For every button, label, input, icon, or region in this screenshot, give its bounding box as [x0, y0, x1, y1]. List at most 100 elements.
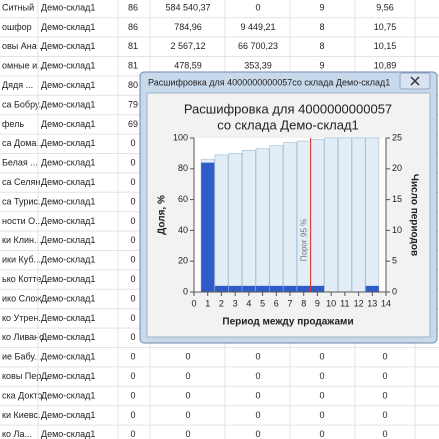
bar — [269, 285, 283, 292]
cell: 0 — [255, 352, 260, 362]
y-tick-label: 80 — [178, 163, 188, 173]
cell: 8 — [319, 41, 324, 51]
cell: 9 — [319, 61, 324, 71]
cell: 0 — [130, 352, 135, 362]
cell: ие Бабу... — [2, 352, 42, 362]
cell: ности О... — [2, 216, 43, 226]
cell: Демо-склад1 — [41, 138, 95, 148]
cell: 10,15 — [374, 41, 397, 51]
cell: 0 — [382, 390, 387, 400]
cell: Демо-склад1 — [41, 371, 95, 381]
bar — [365, 137, 380, 293]
x-tick-label: 12 — [354, 298, 364, 308]
cell: Демо-склад1 — [41, 390, 95, 400]
cell: Демо-склад1 — [41, 352, 95, 362]
cell: 0 — [130, 138, 135, 148]
cell: са Дома... — [2, 138, 44, 148]
cell: Демо-склад1 — [41, 80, 95, 90]
cell: Ситный — [2, 2, 34, 12]
cell: 0 — [382, 410, 387, 420]
y2-tick-label: 5 — [392, 256, 397, 266]
cell: 784,96 — [174, 22, 202, 32]
cell: 0 — [130, 371, 135, 381]
window-title: Расшифровка для 4000000000057со склада Д… — [148, 77, 390, 87]
cell: 10,75 — [374, 22, 397, 32]
cell: 9,56 — [376, 2, 394, 12]
cell: 10,89 — [374, 61, 397, 71]
y2-axis-title: Число периодов — [408, 174, 419, 256]
y-tick-label: 20 — [178, 256, 188, 266]
cell: 478,59 — [174, 61, 202, 71]
cell: фель — [2, 119, 24, 129]
bar — [324, 137, 339, 293]
cell: Демо-склад1 — [41, 313, 95, 323]
cell: 79 — [128, 99, 138, 109]
cell: 0 — [130, 177, 135, 187]
cell: ько Котте... — [2, 274, 49, 284]
x-tick-label: 1 — [205, 298, 210, 308]
bar — [255, 148, 270, 293]
cell: 0 — [130, 235, 135, 245]
cell: 81 — [128, 61, 138, 71]
cell: Дядя ... — [2, 80, 33, 90]
bar — [283, 285, 297, 292]
x-tick-label: 14 — [381, 298, 391, 308]
cell: омные и... — [2, 61, 45, 71]
cell: Демо-склад1 — [41, 119, 95, 129]
x-tick-label: 0 — [191, 298, 196, 308]
bar — [228, 285, 242, 292]
cell: ики Куб... — [2, 255, 41, 265]
x-tick-label: 9 — [315, 298, 320, 308]
bar — [214, 285, 229, 292]
cell: 0 — [130, 332, 135, 342]
cell: 69 — [128, 119, 138, 129]
cell: 0 — [382, 429, 387, 439]
cell: Демо-склад1 — [41, 196, 95, 206]
cell: 0 — [130, 255, 135, 265]
cell: ки Клин... — [2, 235, 41, 245]
y2-tick-label: 25 — [392, 132, 402, 142]
cell: 9 449,21 — [240, 22, 275, 32]
y-tick-label: 60 — [178, 194, 188, 204]
bar — [255, 285, 270, 292]
bar — [228, 153, 243, 293]
x-tick-label: 2 — [219, 298, 224, 308]
bar — [214, 154, 229, 293]
cell: 0 — [255, 429, 260, 439]
cell: 584 540,37 — [165, 2, 210, 12]
cell: 0 — [130, 158, 135, 168]
cell: са Турис... — [2, 196, 45, 206]
cell: ковы Пер... — [2, 371, 49, 381]
cell: 66 700,23 — [238, 41, 278, 51]
dialog: Расшифровка для 4000000000057со склада Д… — [139, 71, 438, 344]
cell: овы Ана... — [2, 41, 44, 51]
cell: Демо-склад1 — [41, 429, 95, 439]
bar — [283, 142, 297, 293]
cell: Демо-склад1 — [41, 293, 95, 303]
cell: 0 — [319, 390, 324, 400]
bar — [269, 145, 284, 293]
cell: Демо-склад1 — [41, 235, 95, 245]
y-tick-label: 100 — [173, 132, 188, 142]
bar — [351, 137, 366, 293]
cell: 0 — [130, 313, 135, 323]
cell: Демо-склад1 — [41, 216, 95, 226]
cell: ико Слож... — [2, 293, 49, 303]
cell: ошфор — [2, 22, 32, 32]
cell: 86 — [128, 22, 138, 32]
cell: Демо-склад1 — [41, 410, 95, 420]
cell: Демо-склад1 — [41, 41, 95, 51]
cell: Демо-склад1 — [41, 61, 95, 71]
cell: ко Утрен... — [2, 313, 46, 323]
y2-tick-label: 20 — [392, 163, 402, 173]
bar — [310, 285, 325, 292]
cell: 2 567,12 — [170, 41, 205, 51]
cell: 8 — [319, 22, 324, 32]
x-tick-label: 4 — [246, 298, 251, 308]
bar — [242, 285, 256, 292]
cell: 86 — [128, 2, 138, 12]
cell: 0 — [130, 410, 135, 420]
y-tick-label: 40 — [178, 225, 188, 235]
cell: 0 — [130, 216, 135, 226]
